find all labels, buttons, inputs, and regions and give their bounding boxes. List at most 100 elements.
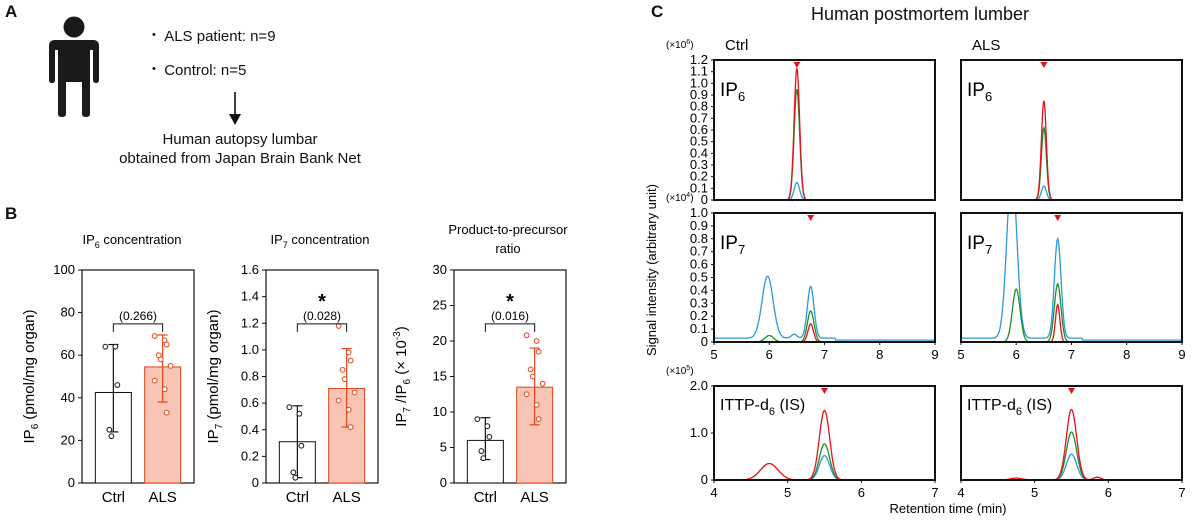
y-axis-label: IP7 /IP6 (× 10-3) [392,326,413,427]
y-tick-label: 1.4 [241,289,259,304]
y-tick-label: 20 [61,432,75,447]
y-tick-label: 0 [252,475,259,490]
bullet-dot: • [152,63,156,75]
plot-frame [960,212,1183,343]
chromatogram-2-1: ITTP-d6 (IS) 4 5 6 7 [957,385,1186,500]
y-tick-label: 1.6 [241,262,259,277]
data-point [535,416,542,423]
chromatogram-2-0: ITTP-d6 (IS) 0 1.0 2.0 4 5 6 7 [690,378,939,500]
p-value-label: (0.266) [119,309,157,323]
y-tick-label: 0.2 [241,448,259,463]
data-point [486,433,493,440]
data-point [480,455,487,462]
data-point [161,386,168,393]
data-point [523,332,530,339]
plot-frame [713,212,936,343]
y-tick-label: 30 [433,262,447,277]
trace-red [961,100,1182,200]
x-tick-label: 7 [931,485,938,500]
y-tick-label: 0 [701,192,708,207]
scale-label: (×104) [666,192,694,204]
trace-red [714,68,935,200]
y-axis-label: IP6 (pmol/mg organ) [21,310,41,444]
y-tick-label: 100 [53,262,75,277]
significance-star: * [318,291,326,313]
compound-label: ITTP-d6 (IS) [720,397,805,418]
person-icon [49,16,99,117]
x-tick-label: 4 [957,485,964,500]
x-tick-label: Ctrl [286,489,309,506]
y-tick-label: 0.8 [690,231,708,246]
trace-red [961,303,1182,342]
chart-title: IP6 concentration [83,232,182,250]
data-point [347,357,354,364]
x-tick-label: 9 [931,347,938,362]
data-point [151,333,158,339]
compound-label: IP6 [967,80,992,104]
data-point [533,338,540,344]
panel-letter-b: B [5,204,18,223]
data-point [335,397,342,404]
significance-bracket [296,323,348,332]
data-point [523,391,530,398]
y-tick-label: 0.4 [690,282,708,297]
down-arrow-icon [229,92,241,125]
plot-frame [960,385,1183,481]
trace-green [961,431,1182,480]
chart-title-line2: ratio [495,241,520,256]
y-tick-label: 0.7 [690,110,708,125]
trace-red [714,323,935,342]
chromatogram-0-1: IP6 [960,59,1183,201]
data-point [286,404,293,411]
trace-green [714,310,935,342]
trace-blue [714,181,935,200]
x-axis-label: Retention time (min) [889,501,1006,516]
y-tick-label: 0 [701,472,708,487]
y-tick-label: 0 [440,475,447,490]
panel-c-title: Human postmortem lumber [810,4,1030,24]
data-point [108,433,115,440]
x-tick-label: 5 [1031,485,1038,500]
scale-label: (×105) [666,365,694,377]
y-tick-label: 0 [68,475,75,490]
peak-marker [1068,388,1075,394]
y-tick-label: 0.5 [690,134,708,149]
y-tick-label: 1.0 [690,425,708,440]
data-point [157,356,164,363]
y-tick-label: 0.8 [690,99,708,114]
y-tick-label: 1.1 [690,64,708,79]
scale-label: (×106) [666,39,694,51]
x-tick-label: 7 [1178,485,1185,500]
y-tick-label: 2.0 [690,378,708,393]
data-point [298,442,305,449]
x-tick-label: 8 [876,347,883,362]
x-tick-label: 6 [858,485,865,500]
y-tick-label: 15 [433,369,447,384]
peak-marker [821,388,828,394]
data-point [345,349,352,356]
chromatogram-0-0: IP6 00.10.20.30.40.50.60.70.80.91.01.11.2 [690,52,936,207]
y-tick-label: 1.0 [690,75,708,90]
data-point [484,423,491,430]
y-tick-label: 60 [61,347,75,362]
compound-label: IP6 [720,80,745,104]
x-tick-label: 4 [710,485,717,500]
chart-title: IP7 concentration [271,232,370,250]
data-point [341,376,348,383]
y-tick-label: 0.1 [690,180,708,195]
x-tick-label: ALS [520,489,548,506]
plot-frame [81,269,195,484]
y-tick-label: 0.3 [690,295,708,310]
x-tick-label: Ctrl [474,489,497,506]
bar-chart-b3: Product-to-precursor ratio 0 5 10 15 20 25 30 IP7… [392,222,568,506]
x-tick-label: ALS [148,489,176,506]
y-tick-label: 0.6 [241,395,259,410]
peak-marker [807,215,815,221]
data-point [478,448,485,454]
trace-blue [961,453,1182,480]
trace-red [714,409,935,480]
trace-green [714,443,935,480]
x-tick-label: 9 [1178,347,1185,362]
data-point [535,348,542,355]
data-point [296,410,303,417]
